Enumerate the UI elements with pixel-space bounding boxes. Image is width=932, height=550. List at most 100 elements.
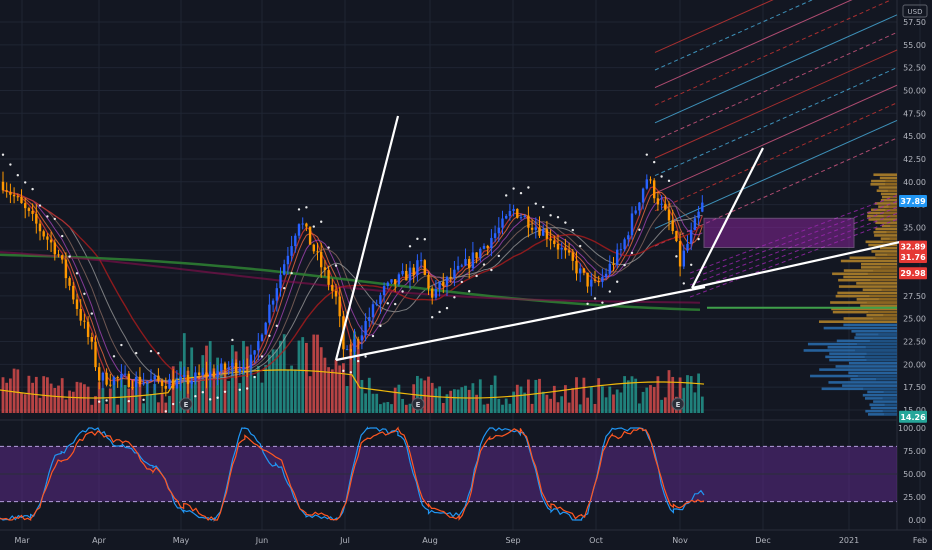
earnings-circle: [411, 397, 425, 411]
candle-body: [175, 379, 179, 389]
volume-bar: [160, 392, 164, 413]
volume-bar: [53, 387, 57, 413]
sar-dot: [505, 194, 508, 197]
candle-body: [486, 245, 489, 249]
candle-body: [456, 265, 460, 270]
vp-bar: [828, 381, 897, 384]
volume-bar: [397, 384, 401, 413]
vp-bar: [856, 282, 897, 285]
candle-body: [449, 276, 452, 279]
volume-bar: [245, 346, 249, 413]
candle-body: [590, 279, 593, 287]
volume-bar: [697, 373, 700, 413]
volume-bar: [94, 396, 97, 413]
candle-body: [308, 226, 312, 245]
volume-bar: [560, 396, 564, 413]
volume-bar: [693, 392, 697, 413]
volume-bar: [593, 403, 597, 413]
vp-bar-split: [886, 230, 897, 234]
vp-bar: [880, 192, 897, 196]
volume-bar: [57, 385, 60, 413]
sar-dot: [90, 312, 94, 315]
sar-dot: [105, 399, 108, 402]
candle-body: [327, 270, 330, 285]
vp-bar-split: [864, 355, 897, 359]
vp-bar: [832, 310, 897, 314]
volume-bar: [504, 398, 508, 413]
candle-body: [223, 363, 227, 370]
osc-tick: 100.00: [898, 424, 926, 433]
volume-bar: [271, 349, 275, 413]
candle-body: [530, 227, 534, 230]
vp-bar-split: [854, 349, 897, 352]
vp-bar: [873, 230, 897, 234]
candle-body: [445, 276, 449, 286]
price-label-box: [899, 267, 927, 280]
volume-bar: [120, 376, 123, 413]
sar-dot: [379, 324, 382, 328]
candle-body: [560, 247, 563, 250]
volume-bar: [393, 387, 397, 413]
candle-body: [172, 379, 175, 389]
candle-body: [386, 282, 389, 287]
volume-bar: [460, 387, 464, 413]
volume-bar: [260, 382, 264, 413]
vp-bar-split: [866, 352, 897, 355]
vp-bar-split: [863, 387, 897, 391]
vp-bar: [875, 253, 897, 256]
candle-body: [638, 202, 641, 211]
vp-bar: [843, 323, 897, 327]
candle-body: [408, 267, 412, 281]
candle-body: [20, 196, 23, 204]
pitchfork-line: [654, 49, 898, 159]
candle-body: [31, 210, 34, 214]
candle-body: [401, 270, 404, 275]
candle-body: [575, 260, 578, 274]
osc-axis: 0.00 25.00 50.00 75.00 100.00: [898, 424, 926, 525]
candle-body: [490, 237, 493, 249]
vp-bar-split: [876, 377, 897, 381]
candle-body: [423, 260, 426, 275]
ma-line: [2, 189, 703, 382]
volume-bar: [538, 378, 541, 413]
volume-bar: [367, 377, 371, 413]
price-label-box: [899, 410, 927, 423]
candle-body: [567, 250, 571, 253]
price-label-text: 29.98: [900, 269, 926, 278]
volume-bar: [345, 386, 349, 413]
volume-bar: [475, 394, 478, 413]
time-tick: May: [173, 536, 190, 545]
price-tick: 45.00: [903, 132, 926, 141]
candle-body: [349, 349, 352, 352]
candle-body: [197, 372, 201, 376]
volume-bar: [20, 392, 23, 413]
candle-body: [135, 376, 138, 388]
price-tick: 57.50: [903, 18, 926, 27]
candle-body: [127, 373, 130, 388]
sar-dot: [460, 280, 463, 284]
vp-bar: [831, 307, 897, 311]
candle-body: [61, 255, 64, 260]
candle-body: [364, 320, 367, 336]
candle-body: [253, 350, 256, 355]
sar-dot: [549, 214, 552, 217]
candle-body: [42, 231, 45, 237]
volume-bar: [401, 398, 404, 413]
candle-body: [379, 295, 382, 305]
sar-dot: [364, 355, 367, 358]
candle-body: [316, 251, 319, 253]
volume-bar: [249, 359, 253, 413]
trendline-recent: [691, 147, 764, 289]
candle-body: [116, 377, 119, 379]
volume-bar: [453, 389, 456, 413]
candle-body: [394, 279, 397, 285]
price-tick: 55.00: [903, 41, 926, 50]
candle-body: [697, 211, 700, 219]
volume-bar: [353, 331, 356, 413]
candle-body: [109, 384, 112, 386]
osc-tick: 0.00: [908, 516, 926, 525]
candle-body: [294, 235, 297, 247]
sar-dot: [297, 208, 301, 211]
